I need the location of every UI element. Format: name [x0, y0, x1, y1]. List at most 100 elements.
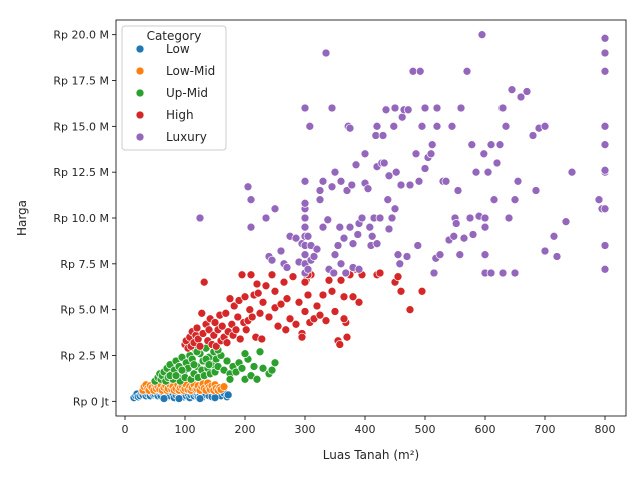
data-point [225, 374, 235, 384]
data-point [318, 290, 328, 300]
data-point [420, 103, 430, 113]
y-tick-label: Rp 0 Jt [73, 395, 110, 408]
data-point [600, 241, 610, 250]
data-point [379, 158, 389, 168]
data-point [387, 213, 397, 223]
data-point [479, 149, 489, 159]
data-point [267, 255, 277, 265]
x-tick-label: 600 [475, 423, 496, 436]
data-point [291, 319, 301, 329]
data-point [300, 103, 310, 113]
data-point [471, 167, 481, 177]
data-point [451, 219, 461, 228]
data-point [270, 358, 280, 368]
data-point [276, 246, 286, 256]
data-point [480, 222, 490, 232]
data-point [223, 390, 233, 400]
data-point [456, 103, 466, 113]
data-point [393, 250, 403, 260]
data-point [291, 233, 301, 243]
data-point [357, 213, 367, 223]
data-point [528, 131, 538, 140]
data-point [333, 241, 343, 250]
x-tick-label: 200 [235, 423, 256, 436]
data-point [315, 195, 325, 205]
data-point [240, 292, 250, 302]
data-point [267, 365, 277, 375]
data-point [294, 297, 304, 307]
data-point [600, 66, 610, 76]
data-point [397, 112, 407, 122]
data-point [408, 66, 418, 76]
data-point [336, 259, 346, 269]
data-point [552, 252, 562, 261]
data-point [339, 314, 349, 324]
y-tick-label: Rp 15.0 M [53, 120, 109, 133]
data-point [403, 105, 413, 115]
data-point [258, 297, 268, 307]
data-point [375, 213, 385, 223]
data-point [245, 305, 255, 315]
data-point [210, 393, 220, 403]
data-point [321, 48, 331, 58]
data-point [353, 230, 363, 239]
data-point [330, 307, 340, 316]
data-point [221, 308, 231, 318]
data-point [192, 323, 202, 333]
data-point [600, 48, 610, 58]
data-point [455, 250, 465, 260]
data-point [303, 231, 313, 241]
data-point [318, 176, 328, 186]
data-point [417, 121, 427, 131]
data-point [441, 176, 451, 186]
data-point [270, 286, 280, 296]
data-point [360, 149, 370, 159]
data-point [315, 186, 325, 195]
series-low-mid [138, 378, 229, 395]
data-point [367, 231, 377, 241]
legend-label: Up-Mid [166, 86, 208, 100]
data-point [309, 252, 319, 261]
data-point [300, 198, 310, 208]
data-point [318, 222, 328, 232]
data-point [413, 241, 423, 250]
y-tick-label: Rp 2.5 M [60, 350, 109, 363]
data-point [219, 382, 229, 392]
legend-label: High [166, 108, 194, 122]
data-point [405, 305, 415, 315]
legend-label: Low-Mid [166, 64, 215, 78]
data-point [384, 224, 394, 234]
data-point [561, 217, 571, 227]
legend-marker [135, 110, 145, 120]
data-point [396, 286, 406, 296]
data-point [335, 340, 345, 349]
data-point [486, 268, 496, 278]
data-point [348, 292, 358, 302]
data-point [435, 250, 445, 260]
data-point [449, 231, 459, 241]
data-point [312, 244, 322, 254]
data-point [492, 158, 502, 168]
data-point [495, 140, 505, 150]
data-point [261, 281, 271, 291]
data-point [375, 268, 385, 278]
data-point [395, 259, 405, 269]
data-point [336, 275, 346, 285]
data-point [393, 272, 403, 282]
data-point [453, 186, 463, 195]
x-tick-label: 400 [355, 423, 376, 436]
y-tick-label: Rp 5.0 M [60, 304, 109, 317]
data-point [171, 371, 181, 381]
legend-item-low: Low [135, 42, 190, 56]
x-axis: 0 100 200 300 400 500 600 700 800 [122, 416, 616, 436]
y-axis: Rp 0 Jt Rp 2.5 M Rp 5.0 M Rp 7.5 M Rp 10.0 M… [53, 29, 116, 408]
data-point [159, 394, 169, 403]
data-point [253, 288, 263, 298]
data-point [195, 213, 205, 223]
data-point [222, 356, 232, 366]
data-point [241, 325, 251, 335]
series-up-mid [150, 343, 280, 386]
data-point [246, 195, 256, 205]
data-points-layer [129, 30, 610, 403]
